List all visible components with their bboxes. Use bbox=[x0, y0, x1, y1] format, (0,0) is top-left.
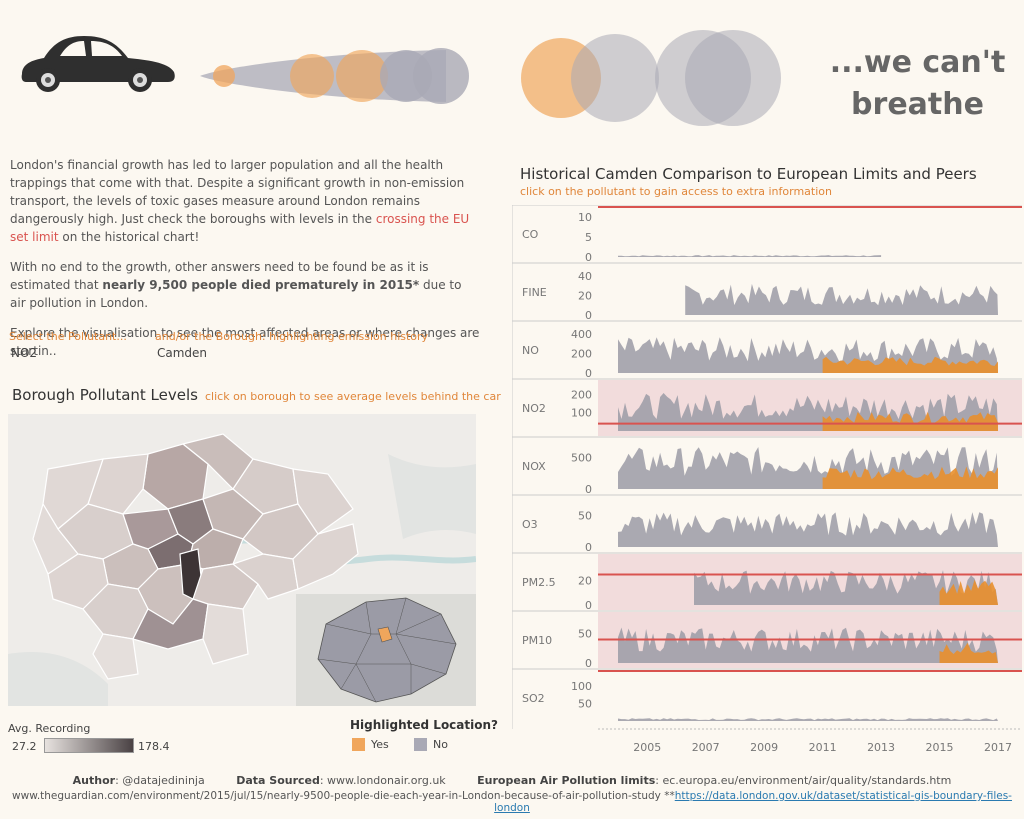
borough bbox=[292, 523, 359, 590]
footer-line2: www.theguardian.com/environment/2015/jul… bbox=[12, 790, 1012, 814]
y-tick: 50 bbox=[578, 697, 592, 710]
highlighted-borough bbox=[377, 626, 393, 643]
row-label-nox: NOX bbox=[522, 460, 546, 473]
x-tick: 2015 bbox=[926, 741, 954, 754]
y-tick: 0 bbox=[585, 483, 592, 496]
row-label-pm10: PM10 bbox=[522, 634, 552, 647]
y-tick: 50 bbox=[578, 510, 592, 523]
legend-title: Avg. Recording bbox=[8, 722, 91, 735]
y-tick: 100 bbox=[571, 680, 592, 693]
peer-area-pm2.5 bbox=[694, 570, 998, 605]
pollution-bubbles bbox=[515, 26, 785, 130]
y-tick: 200 bbox=[571, 347, 592, 360]
pollutant-filter-label: Select the Pollutant... bbox=[9, 330, 127, 343]
highlight-legend-title: Highlighted Location? bbox=[350, 718, 498, 732]
borough bbox=[202, 603, 249, 665]
x-tick: 2017 bbox=[984, 741, 1012, 754]
x-tick: 2011 bbox=[809, 741, 837, 754]
trail-bubble bbox=[336, 50, 388, 102]
y-tick: 100 bbox=[571, 407, 592, 420]
y-tick: 400 bbox=[571, 328, 592, 341]
boundary-files-link[interactable]: https://data.london.gov.uk/dataset/stati… bbox=[494, 790, 1012, 814]
legend-gradient bbox=[44, 738, 134, 753]
y-tick: 50 bbox=[578, 628, 592, 641]
y-tick: 20 bbox=[578, 575, 592, 588]
legend-max: 178.4 bbox=[138, 740, 170, 753]
x-tick: 2005 bbox=[633, 741, 661, 754]
footer-line1: Author: @datajedininja Data Sourced: www… bbox=[72, 774, 952, 787]
exhaust-trail bbox=[196, 44, 476, 108]
trail-bubble bbox=[213, 65, 235, 87]
highlight-area-no2 bbox=[822, 411, 998, 431]
car-icon bbox=[18, 30, 178, 94]
historical-chart[interactable]: CO1050FINE40200NO4002000NO2200100NOX5000… bbox=[512, 205, 1022, 755]
intro-text: London's financial growth has led to lar… bbox=[10, 158, 480, 358]
row-label-fine: FINE bbox=[522, 286, 547, 299]
y-tick: 0 bbox=[585, 309, 592, 322]
peer-area-fine bbox=[685, 283, 998, 315]
highlight-area-no bbox=[822, 356, 998, 373]
chart-subtitle: click on the pollutant to gain access to… bbox=[520, 185, 832, 198]
y-tick: 200 bbox=[571, 388, 592, 401]
trail-bubble bbox=[290, 54, 334, 98]
highlight-area-pm2.5 bbox=[939, 579, 998, 605]
row-label-pm2.5: PM2.5 bbox=[522, 576, 556, 589]
row-label-no: NO bbox=[522, 344, 539, 357]
peer-area-o3 bbox=[618, 512, 998, 547]
legend-no-swatch[interactable] bbox=[414, 738, 427, 751]
borough-map[interactable] bbox=[8, 414, 477, 706]
row-label-co: CO bbox=[522, 228, 539, 241]
borough-select[interactable]: Camden bbox=[157, 346, 208, 360]
peer-area-so2 bbox=[618, 718, 998, 721]
y-tick: 500 bbox=[571, 452, 592, 465]
highlight-area-nox bbox=[822, 466, 998, 489]
y-tick: 40 bbox=[578, 270, 592, 283]
y-tick: 0 bbox=[585, 541, 592, 554]
x-tick: 2013 bbox=[867, 741, 895, 754]
y-tick: 20 bbox=[578, 289, 592, 302]
intro-bold: nearly 9,500 people died prematurely in … bbox=[102, 278, 420, 292]
borough bbox=[292, 468, 354, 535]
legend-no-label[interactable]: No bbox=[433, 738, 448, 751]
x-tick: 2009 bbox=[750, 741, 778, 754]
inset-map[interactable] bbox=[296, 594, 476, 706]
y-tick: 0 bbox=[585, 657, 592, 670]
map-hint: click on borough to see average levels b… bbox=[205, 390, 501, 403]
legend-yes-swatch[interactable] bbox=[352, 738, 365, 751]
x-tick: 2007 bbox=[692, 741, 720, 754]
y-tick: 0 bbox=[585, 367, 592, 380]
y-tick: 0 bbox=[585, 599, 592, 612]
y-tick: 0 bbox=[585, 251, 592, 264]
chart-title: Historical Camden Comparison to European… bbox=[520, 165, 977, 183]
row-label-so2: SO2 bbox=[522, 692, 545, 705]
legend-yes-label[interactable]: Yes bbox=[371, 738, 389, 751]
y-tick: 10 bbox=[578, 211, 592, 224]
pollutant-select[interactable]: NO2 bbox=[11, 346, 38, 360]
row-label-no2: NO2 bbox=[522, 402, 546, 415]
map-title: Borough Pollutant Levels bbox=[12, 386, 198, 404]
headline: ...we can't breathe bbox=[829, 45, 1006, 122]
legend-min: 27.2 bbox=[12, 740, 37, 753]
y-tick: 5 bbox=[585, 231, 592, 244]
borough bbox=[92, 633, 139, 680]
peer-area-pm10 bbox=[618, 627, 998, 663]
intro-highlight: crossing the EU set limit bbox=[10, 212, 470, 244]
trail-bubble bbox=[413, 48, 469, 104]
peer-area-co bbox=[618, 255, 882, 257]
row-label-o3: O3 bbox=[522, 518, 538, 531]
borough-filter-label: and/or the Borough: highlighting emissio… bbox=[155, 330, 429, 343]
highlight-area-pm10 bbox=[939, 642, 998, 663]
